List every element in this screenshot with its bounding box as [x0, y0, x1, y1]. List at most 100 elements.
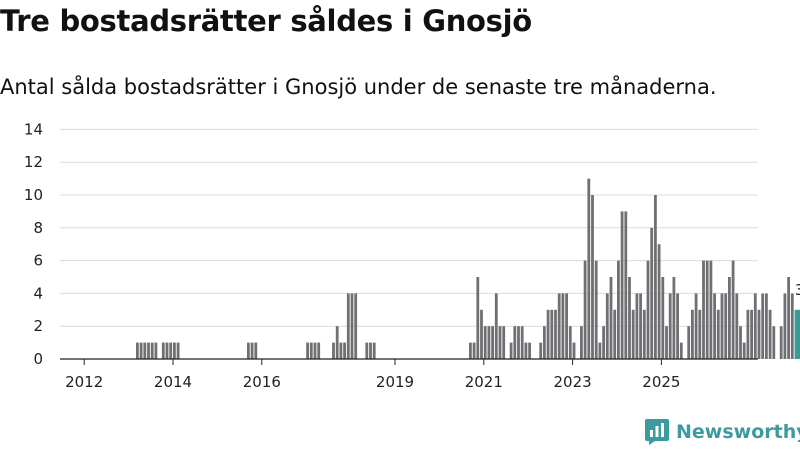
- bar: [628, 277, 631, 359]
- bar: [335, 326, 339, 359]
- bar: [668, 293, 672, 359]
- bar: [654, 195, 657, 359]
- bar: [161, 342, 165, 359]
- bar: [602, 326, 605, 359]
- bar: [472, 342, 476, 359]
- bar: [790, 293, 794, 359]
- bar: [624, 211, 628, 359]
- bar: [354, 293, 358, 359]
- bar: [594, 260, 598, 359]
- y-tick-label: 14: [24, 120, 43, 138]
- bar: [565, 293, 568, 359]
- x-tick-label: 2012: [65, 373, 103, 391]
- bar: [513, 326, 517, 359]
- bar: [753, 293, 757, 359]
- bar: [561, 293, 565, 359]
- bar: [676, 293, 679, 359]
- bar: [765, 293, 768, 359]
- bar: [698, 309, 702, 359]
- bar: [550, 309, 554, 359]
- bar: [720, 293, 724, 359]
- bar: [620, 211, 624, 359]
- bar: [598, 342, 602, 359]
- y-tick-label: 6: [33, 252, 43, 270]
- chart-title: Tre bostadsrätter såldes i Gnosjö: [0, 4, 532, 38]
- bar: [350, 293, 354, 359]
- bar: [524, 342, 528, 359]
- bar: [469, 342, 472, 359]
- y-tick-label: 12: [24, 153, 43, 171]
- highlight-bar: [794, 309, 800, 359]
- bar: [694, 293, 698, 359]
- bar: [476, 277, 480, 359]
- bar: [309, 342, 313, 359]
- bar: [768, 309, 772, 359]
- bar: [779, 326, 783, 359]
- bar: [339, 342, 343, 359]
- bar: [557, 293, 561, 359]
- bar: [494, 293, 498, 359]
- bar-chart: 0 2 4 6 8 10 12 14 2012 2014 2016 2019 2021 2023 2025…: [24, 120, 800, 391]
- bar: [772, 326, 776, 359]
- bar: [173, 342, 176, 359]
- bar: [739, 326, 742, 359]
- bar: [554, 309, 557, 359]
- x-tick-label: 2016: [243, 373, 281, 391]
- bar: [617, 260, 620, 359]
- bar: [250, 342, 254, 359]
- bar: [365, 342, 369, 359]
- bar: [247, 342, 250, 359]
- bar: [702, 260, 705, 359]
- bar: [661, 277, 665, 359]
- bar: [657, 244, 661, 359]
- bar: [509, 342, 513, 359]
- bar: [169, 342, 173, 359]
- bar: [154, 342, 158, 359]
- bar: [343, 342, 346, 359]
- y-tick-label: 8: [33, 219, 43, 237]
- bar: [498, 326, 502, 359]
- bars: [136, 178, 800, 359]
- bar: [317, 342, 321, 359]
- y-tick-label: 10: [24, 186, 43, 204]
- bar: [539, 342, 543, 359]
- bar: [783, 293, 787, 359]
- bar: [609, 277, 613, 359]
- bar: [665, 326, 668, 359]
- highlight-value-label: 3: [795, 281, 800, 299]
- annotations: 3: [795, 281, 800, 299]
- newsworthy-brand: Newsworthy: [644, 418, 800, 446]
- bar: [136, 342, 139, 359]
- bar: [165, 342, 169, 359]
- bar: [642, 309, 646, 359]
- x-tick-label: 2019: [376, 373, 414, 391]
- bar: [150, 342, 154, 359]
- bar: [613, 309, 617, 359]
- y-tick-label: 4: [33, 284, 43, 302]
- bar: [520, 326, 524, 359]
- bar: [491, 326, 494, 359]
- bar: [742, 342, 746, 359]
- bar: [143, 342, 147, 359]
- bar: [635, 293, 639, 359]
- bar: [605, 293, 609, 359]
- bar: [687, 326, 691, 359]
- bar: [139, 342, 143, 359]
- bar: [679, 342, 683, 359]
- bar: [716, 309, 720, 359]
- bar: [580, 326, 583, 359]
- bar: [176, 342, 180, 359]
- bar: [528, 342, 531, 359]
- bar: [546, 309, 550, 359]
- y-tick-label: 2: [33, 317, 43, 335]
- bar: [502, 326, 506, 359]
- bar: [543, 326, 546, 359]
- gridlines: [60, 128, 758, 327]
- bar: [650, 227, 654, 359]
- x-tick-label: 2021: [465, 373, 503, 391]
- x-tick-label: 2023: [554, 373, 592, 391]
- bar: [691, 309, 694, 359]
- bar: [705, 260, 709, 359]
- bar: [646, 260, 650, 359]
- bar: [568, 326, 572, 359]
